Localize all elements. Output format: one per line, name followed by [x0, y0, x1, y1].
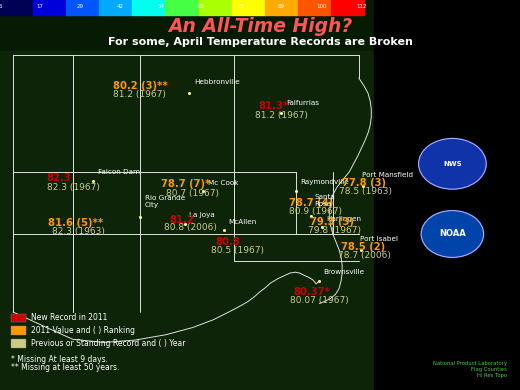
Text: 78.7 (2006): 78.7 (2006) [338, 251, 391, 260]
Text: 42: 42 [117, 4, 124, 9]
Bar [99, 0, 133, 15]
Bar [133, 0, 165, 15]
Text: Santa
Rosa: Santa Rosa [314, 194, 335, 207]
Text: 80.8: 80.8 [216, 237, 241, 247]
Text: 65: 65 [197, 4, 204, 9]
Text: Previous or Standing Record and ( ) Year: Previous or Standing Record and ( ) Year [31, 339, 186, 348]
Text: 78.7 (7)*: 78.7 (7)* [161, 179, 211, 190]
Text: 78.5 (1963): 78.5 (1963) [339, 187, 392, 196]
Text: National Product Laboratory
Flag Counties
Hi Res Topo: National Product Laboratory Flag Countie… [433, 361, 507, 378]
Text: 17: 17 [36, 4, 44, 9]
Text: For some, April Temperature Records are Broken: For some, April Temperature Records are … [108, 37, 412, 47]
Text: 80.07 (1967): 80.07 (1967) [290, 296, 349, 305]
Text: Rio Grande
City: Rio Grande City [145, 195, 185, 208]
Bar [298, 0, 331, 15]
Text: * Missing At least 9 days.: * Missing At least 9 days. [11, 355, 109, 364]
Bar [165, 0, 199, 15]
Text: 112: 112 [356, 4, 367, 9]
Text: 2011 Value and ( ) Ranking: 2011 Value and ( ) Ranking [31, 326, 135, 335]
Bar [331, 0, 364, 15]
Bar [11, 314, 26, 322]
Text: Falfurrias: Falfurrias [286, 100, 319, 106]
Text: La Joya: La Joya [189, 213, 215, 218]
Text: 29: 29 [77, 4, 84, 9]
Text: 77: 77 [238, 4, 244, 9]
Circle shape [419, 138, 486, 189]
Bar [0, 0, 33, 15]
Bar [231, 0, 265, 15]
Bar [11, 326, 26, 335]
Text: 80.2 (3)**: 80.2 (3)** [113, 81, 168, 91]
Bar [199, 0, 231, 15]
Text: 79.8 (1967): 79.8 (1967) [308, 226, 361, 235]
Text: 81.2: 81.2 [169, 215, 194, 225]
Bar [66, 0, 99, 15]
Bar [374, 0, 520, 390]
Text: Falcon Dam: Falcon Dam [98, 169, 140, 175]
Text: 80.8 (2006): 80.8 (2006) [164, 223, 217, 232]
Text: An All-Time High?: An All-Time High? [168, 17, 352, 36]
Text: Brownsville: Brownsville [323, 269, 365, 275]
Text: Harlingen: Harlingen [327, 216, 361, 222]
Text: NOAA: NOAA [439, 229, 466, 239]
Text: 77.8 (3): 77.8 (3) [342, 178, 386, 188]
Bar [11, 339, 26, 348]
Bar [265, 0, 298, 15]
Text: Mc Cook: Mc Cook [208, 180, 239, 186]
Text: 80.5 (1967): 80.5 (1967) [211, 246, 264, 255]
Circle shape [421, 211, 484, 257]
Text: Hebbronville: Hebbronville [194, 79, 240, 85]
Text: 89: 89 [278, 4, 284, 9]
Bar [33, 0, 66, 15]
Text: 82.3 (1963): 82.3 (1963) [52, 227, 105, 236]
Text: 81.3*: 81.3* [258, 101, 289, 112]
Text: NWS: NWS [443, 161, 462, 167]
Text: 81.2 (1967): 81.2 (1967) [255, 111, 308, 120]
Text: 82.3 (1967): 82.3 (1967) [47, 183, 100, 191]
Text: 80.37*: 80.37* [294, 287, 331, 297]
Text: ** Missing at least 50 years.: ** Missing at least 50 years. [11, 363, 120, 372]
Text: New Record in 2011: New Record in 2011 [31, 313, 108, 323]
Text: McAllen: McAllen [228, 219, 256, 225]
Text: 80.9 (1967): 80.9 (1967) [289, 207, 342, 216]
Text: 79.3 (3): 79.3 (3) [310, 217, 354, 227]
Text: 78.5 (2): 78.5 (2) [341, 242, 385, 252]
Bar [0, 51, 374, 390]
Text: 80.7 (1967): 80.7 (1967) [166, 189, 219, 198]
Text: Raymondville: Raymondville [301, 179, 349, 185]
Text: 54: 54 [157, 4, 164, 9]
Text: 82.3: 82.3 [47, 173, 71, 183]
Text: 81.2 (1967): 81.2 (1967) [113, 90, 166, 99]
Text: 100: 100 [316, 4, 327, 9]
Text: 6: 6 [0, 4, 2, 9]
Text: 78.7 (4): 78.7 (4) [289, 198, 333, 208]
Text: Port Isabel: Port Isabel [360, 236, 398, 242]
Text: 81.6 (5)**: 81.6 (5)** [48, 218, 103, 228]
Text: Port Mansfield: Port Mansfield [362, 172, 413, 178]
